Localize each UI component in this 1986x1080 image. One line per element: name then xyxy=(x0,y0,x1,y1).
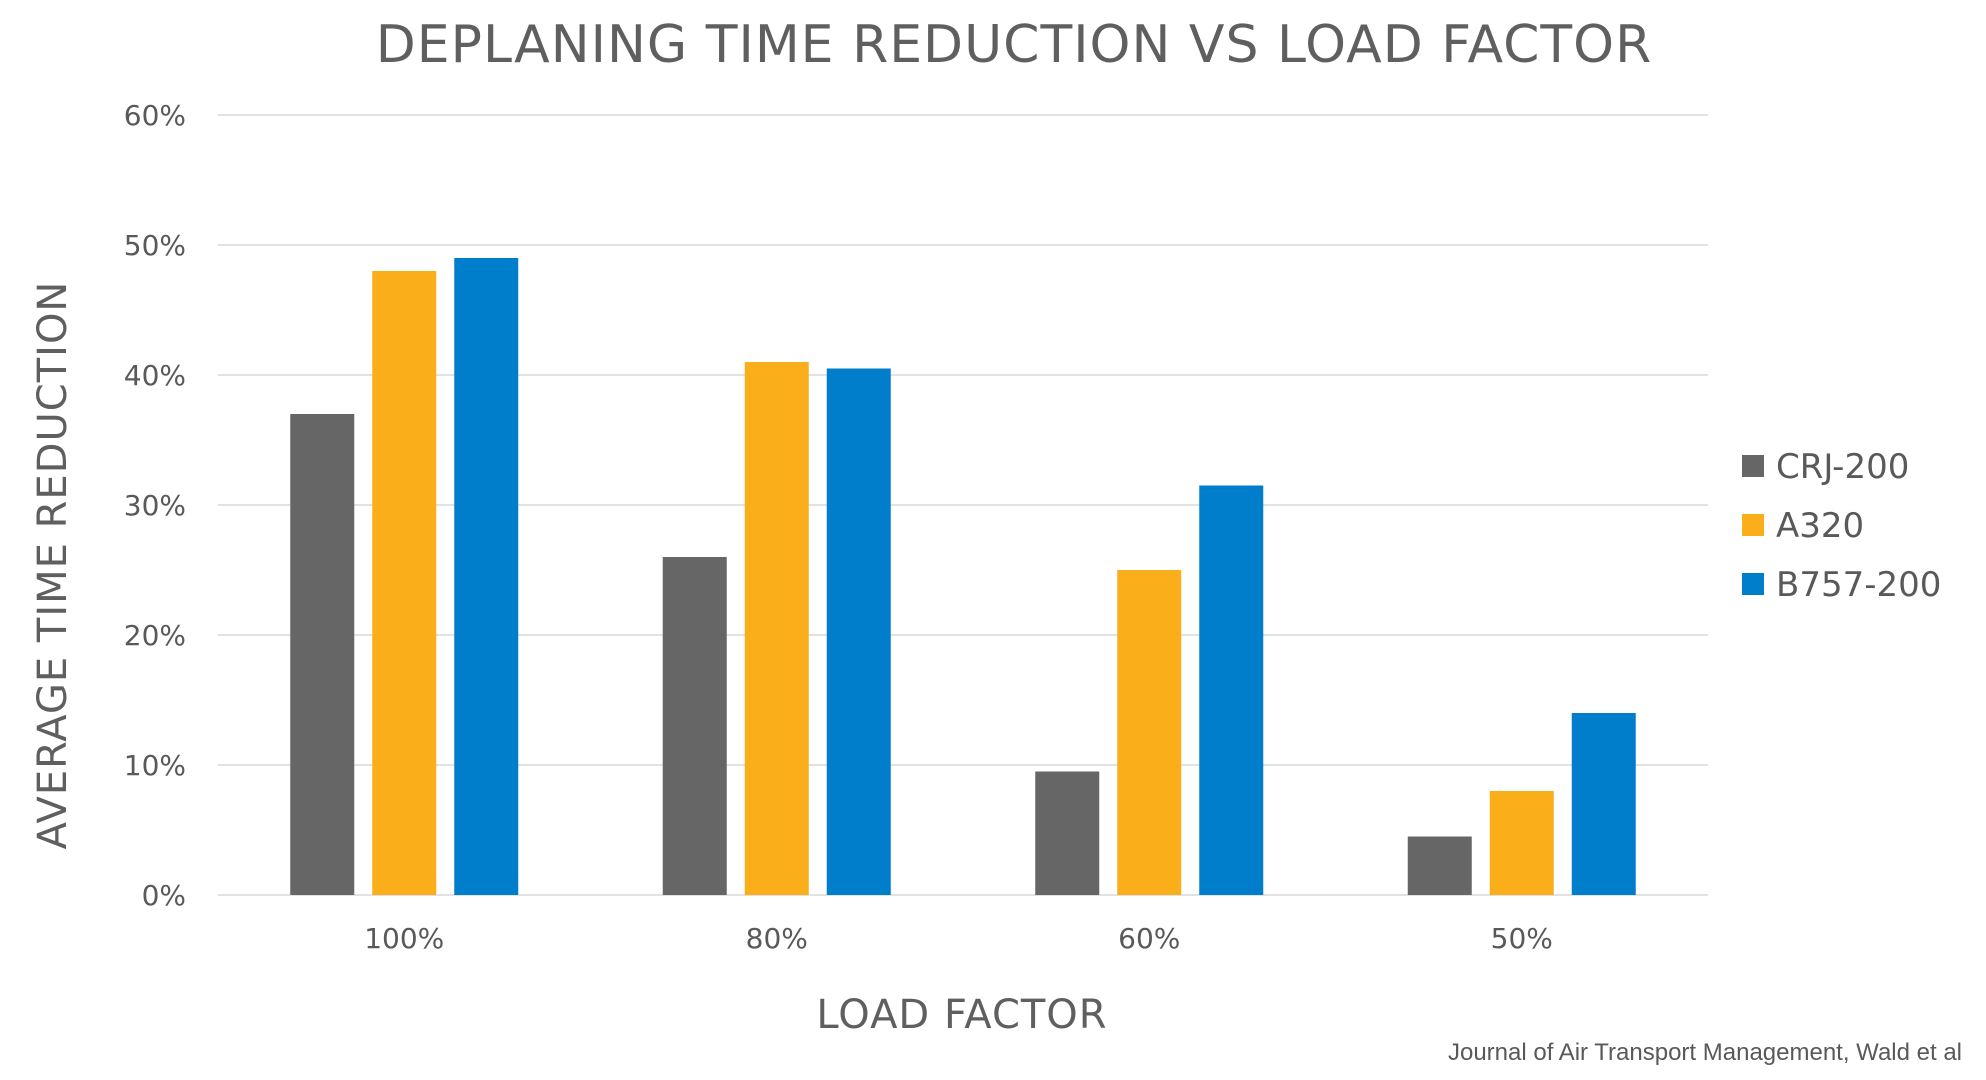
legend-label-b757-200: B757-200 xyxy=(1776,565,1941,605)
legend-label-crj-200: CRJ-200 xyxy=(1776,447,1909,487)
x-tick-label: 80% xyxy=(746,922,808,955)
bar-crj-200-80pct xyxy=(662,557,727,895)
x-tick-label: 100% xyxy=(364,922,444,955)
x-tick-label: 50% xyxy=(1491,922,1553,955)
y-axis-title: AVERAGE TIME REDUCTION xyxy=(30,281,76,850)
x-axis-tick-labels: 100% 80% 60% 50% xyxy=(364,922,1553,955)
bar-crj-200-100pct xyxy=(290,414,355,895)
legend: CRJ-200 A320 B757-200 xyxy=(1742,447,1941,605)
y-tick-label: 0% xyxy=(142,879,186,912)
bar-a320-80pct xyxy=(744,362,809,895)
y-tick-label: 50% xyxy=(124,229,186,262)
x-tick-label: 60% xyxy=(1118,922,1180,955)
bar-a320-100pct xyxy=(372,271,437,895)
y-tick-label: 60% xyxy=(124,99,186,132)
bar-b757-200-50pct xyxy=(1571,713,1636,895)
y-tick-label: 40% xyxy=(124,359,186,392)
bars xyxy=(290,258,1636,895)
legend-label-a320: A320 xyxy=(1776,506,1864,546)
bar-a320-60pct xyxy=(1117,570,1182,895)
y-axis-tick-labels: 0% 10% 20% 30% 40% 50% 60% xyxy=(124,99,186,912)
bar-b757-200-60pct xyxy=(1199,485,1264,895)
bar-b757-200-80pct xyxy=(826,368,891,895)
bar-b757-200-100pct xyxy=(454,258,519,895)
y-tick-label: 30% xyxy=(124,489,186,522)
bar-crj-200-60pct xyxy=(1035,771,1100,895)
x-axis-title: LOAD FACTOR xyxy=(816,992,1107,1038)
legend-swatch-a320 xyxy=(1742,514,1764,536)
y-tick-label: 10% xyxy=(124,749,186,782)
bar-a320-50pct xyxy=(1489,791,1554,895)
source-caption: Journal of Air Transport Management, Wal… xyxy=(1448,1039,1962,1066)
legend-swatch-b757-200 xyxy=(1742,573,1764,595)
y-tick-label: 20% xyxy=(124,619,186,652)
legend-swatch-crj-200 xyxy=(1742,455,1764,477)
gridlines xyxy=(218,114,1708,896)
bar-crj-200-50pct xyxy=(1407,836,1472,895)
chart-title: DEPLANING TIME REDUCTION VS LOAD FACTOR xyxy=(376,15,1652,75)
